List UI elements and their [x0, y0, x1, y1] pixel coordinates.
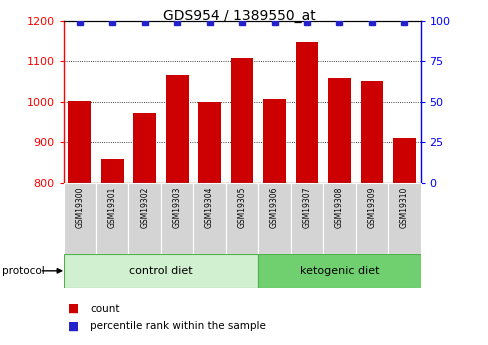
Text: GSM19308: GSM19308 [334, 186, 343, 228]
Bar [295, 42, 318, 183]
Text: GSM19309: GSM19309 [366, 186, 376, 228]
FancyBboxPatch shape [355, 183, 387, 254]
Text: GSM19303: GSM19303 [172, 186, 181, 228]
Bar [198, 102, 221, 183]
Text: GSM19310: GSM19310 [399, 186, 408, 228]
FancyBboxPatch shape [290, 183, 323, 254]
Bar [230, 58, 253, 183]
FancyBboxPatch shape [225, 183, 258, 254]
FancyBboxPatch shape [258, 254, 420, 288]
Text: percentile rank within the sample: percentile rank within the sample [90, 321, 266, 331]
Text: count: count [90, 304, 120, 314]
Bar [68, 101, 91, 183]
FancyBboxPatch shape [193, 183, 225, 254]
Bar [327, 78, 350, 183]
Text: protocol: protocol [2, 266, 45, 276]
Bar [263, 99, 285, 183]
Bar [392, 138, 415, 183]
Bar [101, 159, 123, 183]
Text: control diet: control diet [129, 266, 192, 276]
Bar [165, 76, 188, 183]
Text: GSM19307: GSM19307 [302, 186, 311, 228]
Text: GSM19300: GSM19300 [75, 186, 84, 228]
Text: GSM19301: GSM19301 [107, 186, 117, 228]
FancyBboxPatch shape [96, 183, 128, 254]
Text: GDS954 / 1389550_at: GDS954 / 1389550_at [163, 9, 315, 23]
Text: GSM19304: GSM19304 [204, 186, 214, 228]
FancyBboxPatch shape [161, 183, 193, 254]
FancyBboxPatch shape [128, 183, 161, 254]
Text: GSM19302: GSM19302 [140, 186, 149, 228]
FancyBboxPatch shape [258, 183, 290, 254]
FancyBboxPatch shape [387, 183, 420, 254]
Text: ■: ■ [68, 319, 80, 333]
Text: GSM19306: GSM19306 [269, 186, 279, 228]
Bar [133, 113, 156, 183]
FancyBboxPatch shape [63, 183, 96, 254]
Bar [360, 81, 383, 183]
FancyBboxPatch shape [63, 254, 258, 288]
Text: ■: ■ [68, 302, 80, 315]
Text: GSM19305: GSM19305 [237, 186, 246, 228]
Text: ketogenic diet: ketogenic diet [299, 266, 378, 276]
FancyBboxPatch shape [323, 183, 355, 254]
